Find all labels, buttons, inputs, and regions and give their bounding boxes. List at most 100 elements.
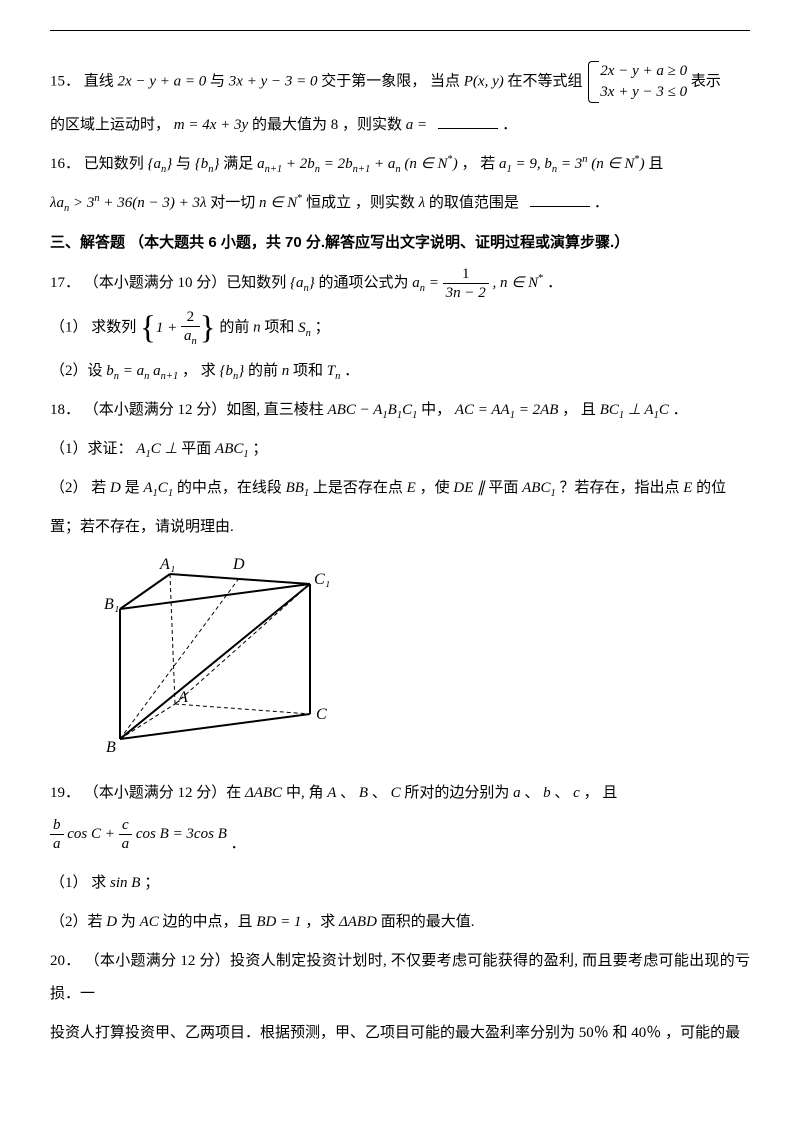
- q16-num: 16．: [50, 156, 80, 172]
- q19-c: c: [573, 785, 580, 801]
- q18-p2h: 的位: [696, 480, 726, 496]
- prism-figure: A₁ D C₁ B₁ A C B: [100, 554, 750, 767]
- q19-p2e: 面积的最大值.: [381, 914, 475, 930]
- q19-ABD: ΔABD: [339, 914, 377, 930]
- q16-t3: 满足: [223, 156, 257, 172]
- label-C: C: [316, 706, 327, 723]
- q19-BD: BD = 1: [256, 914, 301, 930]
- q20-r1: 50％: [579, 1025, 609, 1041]
- q18-p2d: 上是否存在点: [313, 480, 407, 496]
- q18-p2i: 置；若不存在，请说明理由.: [50, 519, 234, 535]
- q15-pt: P(x, y): [464, 73, 504, 89]
- q16-t2: 与: [176, 156, 195, 172]
- q19-a: a: [513, 785, 521, 801]
- q19-tri: ΔABC: [245, 785, 282, 801]
- q15-t6: 的区域上运动时，: [50, 117, 170, 133]
- label-B1: B₁: [104, 596, 119, 613]
- q18-p2E: E: [407, 480, 416, 496]
- q18-p2BB: BB1: [286, 480, 310, 496]
- question-18-part2b: 置；若不存在，请说明理由.: [50, 511, 750, 544]
- label-A: A: [177, 689, 188, 706]
- q20-l2: 投资人打算投资甲、乙两项目．根据预测，甲、乙项目可能的最大盈利率分别为: [50, 1025, 579, 1041]
- q16-bn: {bn}: [195, 156, 220, 172]
- q15-t2: 与: [210, 73, 229, 89]
- q18-p2AC: A1C1: [143, 480, 173, 496]
- q16-t6: 对一切: [210, 195, 259, 211]
- q18-p1a: （1）求证：: [50, 441, 136, 457]
- q17-p2a: （2）设: [50, 363, 106, 379]
- question-15: 15． 直线 2x − y + a = 0 与 3x + y − 3 = 0 交…: [50, 61, 750, 103]
- q19-p2d: ，求: [305, 914, 339, 930]
- q15-sys2: 3x + y − 3 ≤ 0: [600, 82, 687, 103]
- q19-t1: 中, 角: [286, 785, 327, 801]
- q18-t1: 中，: [421, 402, 451, 418]
- q17-fnum: 1: [443, 265, 489, 284]
- q18-p1b: 平面: [181, 441, 215, 457]
- q17-formula: an = 13n − 2 , n ∈ N*: [412, 275, 543, 291]
- q16-eq3: λan > 3n + 36(n − 3) + 3λ: [50, 195, 207, 211]
- q19-b: b: [543, 785, 551, 801]
- q19-sep3: 、: [524, 785, 539, 801]
- q17-dot: ．: [547, 275, 562, 291]
- q18-t2: ， 且: [562, 402, 600, 418]
- q15-eq3: m = 4x + 3y: [174, 117, 248, 133]
- q19-B: B: [359, 785, 368, 801]
- q15-eq1: 2x − y + a = 0: [118, 73, 207, 89]
- q18-p2D: D: [110, 480, 121, 496]
- q17-p1c: 项和: [264, 320, 298, 336]
- q18-p2DE: DE ∥: [453, 480, 484, 496]
- q16-t1: 已知数列: [84, 156, 148, 172]
- q19-sinB: sin B: [110, 875, 140, 891]
- q15-t8: ，则实数: [342, 117, 406, 133]
- q19-p1b: ；: [144, 875, 159, 891]
- q17-p2e: ．: [344, 363, 359, 379]
- question-19-part1: （1） 求 sin B ；: [50, 867, 750, 900]
- q18-num: 18．: [50, 402, 80, 418]
- q17-p1-set: {1 + 2an}: [140, 308, 216, 349]
- q18-p2g: ？若存在，指出点: [559, 480, 683, 496]
- q15-t3: 交于第一象限， 当点: [321, 73, 464, 89]
- q17-an: {an}: [290, 275, 315, 291]
- q16-eq1: an+1 + 2bn = 2bn+1 + an (n ∈ N*): [257, 156, 458, 172]
- q15-blank: [438, 113, 498, 129]
- q19-fraceq: ba cos C + ca cos B = 3cos B: [50, 826, 231, 842]
- question-17: 17． （本小题满分 10 分）已知数列 {an} 的通项公式为 an = 13…: [50, 265, 750, 302]
- q16-t4: ， 若: [461, 156, 499, 172]
- section-3-heading: 三、解答题 （本大题共 6 小题，共 70 分.解答应写出文字说明、证明过程或演…: [50, 226, 750, 259]
- question-20-line2: 投资人打算投资甲、乙两项目．根据预测，甲、乙项目可能的最大盈利率分别为 50％ …: [50, 1017, 750, 1050]
- q16-t5: 且: [648, 156, 663, 172]
- q20-r2: 40％: [631, 1025, 661, 1041]
- question-15-line2: 的区域上运动时， m = 4x + 3y 的最大值为 8 ，则实数 a = ．: [50, 109, 750, 142]
- q19-D: D: [106, 914, 117, 930]
- q19-C: C: [391, 785, 401, 801]
- q19-t3: 所对的边分别为: [404, 785, 513, 801]
- q18-p2e: ，使: [420, 480, 454, 496]
- q16-eq2: a1 = 9, bn = 3n (n ∈ N*): [499, 156, 645, 172]
- q18-prism: ABC − A1B1C1: [328, 402, 418, 418]
- q15-v8: 8: [331, 117, 339, 133]
- q19-t4: ， 且: [584, 785, 618, 801]
- q17-p1n: n: [253, 320, 261, 336]
- q15-system: 2x − y + a ≥ 0 3x + y − 3 ≤ 0: [586, 61, 687, 103]
- q19-A: A: [327, 785, 336, 801]
- q17-t1: 的通项公式为: [319, 275, 413, 291]
- q18-p2c: 的中点，在线段: [177, 480, 286, 496]
- q20-l2c: ，可能的最: [665, 1025, 740, 1041]
- q17-p2c: 的前: [248, 363, 282, 379]
- q15-num: 15．: [50, 73, 80, 89]
- q18-p2pl: ABC1: [522, 480, 556, 496]
- question-18: 18． （本小题满分 12 分）如图, 直三棱柱 ABC − A1B1C1 中，…: [50, 394, 750, 427]
- q17-p2eq: bn = an an+1: [106, 363, 178, 379]
- q18-p1eq: A1C ⊥: [136, 441, 177, 457]
- q16-nn: n ∈ N*: [259, 195, 302, 211]
- q17-fden: 3n − 2: [443, 284, 489, 302]
- question-16-line2: λan > 3n + 36(n − 3) + 3λ 对一切 n ∈ N* 恒成立…: [50, 187, 750, 220]
- q18-p2b: 是: [125, 480, 144, 496]
- q15-t7: 的最大值为: [252, 117, 331, 133]
- q19-sep1: 、: [340, 785, 355, 801]
- q18-p2E2: E: [683, 480, 692, 496]
- q18-p1c: ；: [252, 441, 267, 457]
- q19-head: （本小题满分 12 分）在: [84, 785, 245, 801]
- q17-p1b: 的前: [219, 320, 253, 336]
- q18-p1pl: ABC1: [215, 441, 249, 457]
